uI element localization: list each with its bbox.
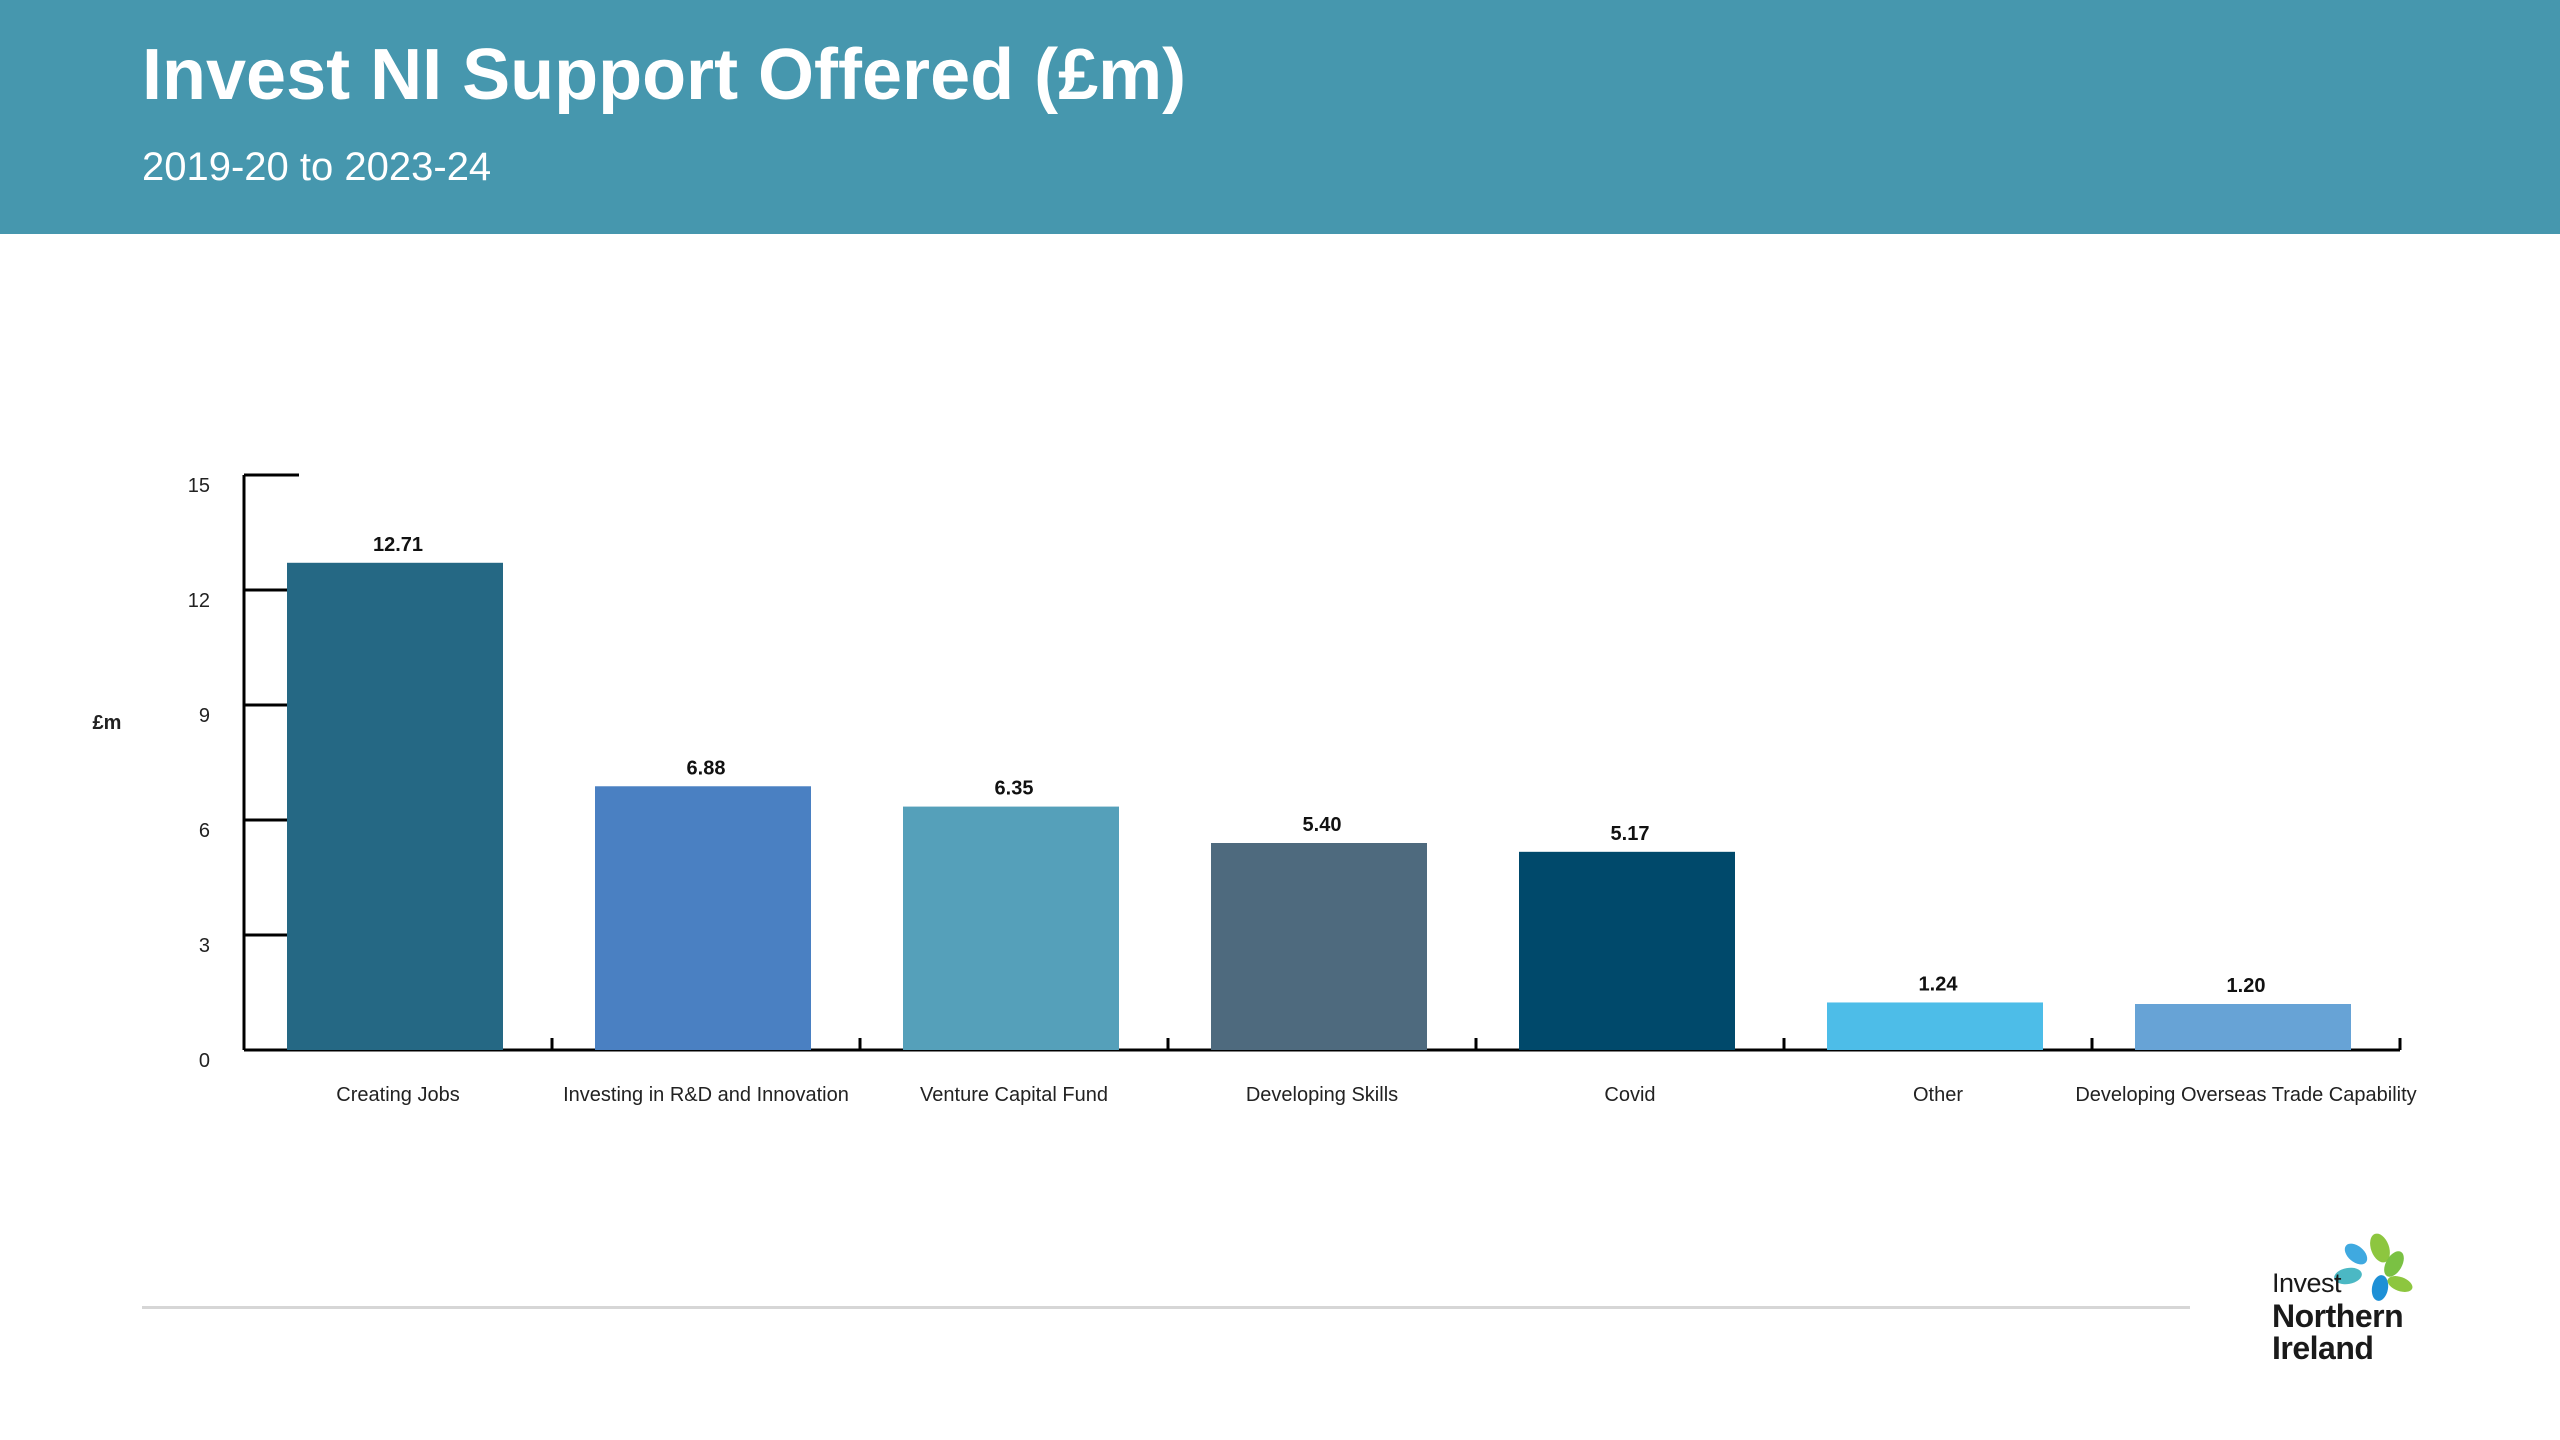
- x-category-label: Developing Overseas Trade Capability: [2075, 1084, 2416, 1106]
- bar-3: [1211, 843, 1427, 1050]
- footer-divider: [142, 1306, 2190, 1309]
- y-tick-label: 0: [199, 1050, 210, 1072]
- x-category-label: Other: [1913, 1084, 1963, 1106]
- logo-line-northern: Northern: [2272, 1298, 2404, 1334]
- logo-petal: [2334, 1267, 2362, 1285]
- y-tick-label: 15: [188, 475, 210, 497]
- y-axis-title: £m: [93, 712, 122, 734]
- page-subtitle: 2019-20 to 2023-24: [142, 145, 492, 189]
- bar-4: [1519, 851, 1735, 1050]
- logo-petal: [2371, 1275, 2389, 1301]
- x-category-label: Developing Skills: [1246, 1084, 1398, 1106]
- y-tick-label: 3: [199, 935, 210, 957]
- y-tick-label: 6: [199, 820, 210, 842]
- bar-0: [287, 562, 503, 1050]
- x-category-label: Investing in R&D and Innovation: [563, 1084, 849, 1106]
- bar-value-label: 1.24: [1919, 973, 1959, 995]
- bar-value-label: 6.88: [687, 757, 726, 779]
- bar-value-label: 12.71: [373, 534, 423, 556]
- bar-value-label: 5.17: [1611, 823, 1650, 845]
- x-category-label: Venture Capital Fund: [920, 1084, 1108, 1106]
- bar-value-label: 5.40: [1303, 814, 1342, 836]
- logo-line-invest: Invest: [2272, 1268, 2342, 1298]
- y-tick-label: 9: [199, 705, 210, 727]
- logo-petal: [2370, 1233, 2390, 1263]
- logo-petal: [2384, 1251, 2404, 1277]
- bar-1: [595, 786, 811, 1050]
- bar-chart: 0 3 6 9 12 15 £m 12.71 Creating Jobs 6.88 Investin…: [93, 473, 2417, 1106]
- bar-value-label: 1.20: [2227, 975, 2266, 997]
- bar-6: [2135, 1004, 2351, 1050]
- x-category-label: Creating Jobs: [336, 1084, 459, 1106]
- bar-5: [1827, 1002, 2043, 1050]
- header-banner: Invest NI Support Offered (£m) 2019-20 t…: [0, 0, 2560, 234]
- invest-ni-logo-icon: [2334, 1233, 2413, 1301]
- y-tick-label: 12: [188, 590, 210, 612]
- x-category-label: Covid: [1604, 1084, 1655, 1106]
- logo-petal: [2387, 1276, 2413, 1292]
- page-title: Invest NI Support Offered (£m): [142, 35, 1187, 115]
- bar-2: [903, 806, 1119, 1050]
- logo-line-ireland: Ireland: [2272, 1330, 2374, 1366]
- logo-petal: [2344, 1243, 2368, 1265]
- bar-value-label: 6.35: [995, 778, 1034, 800]
